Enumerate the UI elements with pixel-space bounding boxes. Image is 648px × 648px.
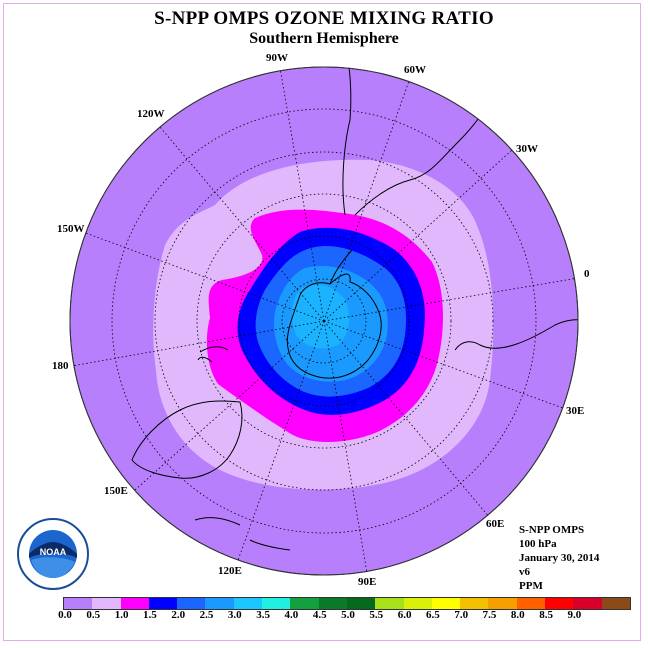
- colorbar-swatch: [516, 598, 546, 609]
- colorbar-swatch: [205, 598, 234, 609]
- info-date: January 30, 2014: [519, 552, 600, 564]
- noaa-logo-text: NOAA: [40, 547, 67, 557]
- colorbar-tick-label: 6.0: [397, 609, 412, 621]
- colorbar-ticks: 0.0 0.5 1.0 1.5 2.0 2.5 3.0 3.5 4.0 4.5 5.0 5.5 6.0 6…: [0, 609, 648, 625]
- colorbar-swatch: [488, 598, 517, 609]
- colorbar-tick-label: 6.5: [426, 609, 440, 621]
- graticule: [71, 67, 578, 574]
- lon-label-120e: 120E: [218, 565, 242, 577]
- colorbar-swatch: [545, 598, 574, 609]
- colorbar-tick-label: 7.5: [482, 609, 497, 621]
- colorbar-swatch: [601, 598, 630, 609]
- colorbar-tick-label: 4.0: [284, 609, 299, 621]
- colorbar-swatch: [431, 598, 461, 609]
- colorbar-tick-label: 5.0: [341, 609, 355, 621]
- ozone-contours: [153, 159, 494, 490]
- colorbar-swatch: [290, 598, 319, 609]
- info-version: v6: [519, 566, 530, 578]
- colorbar-swatch: [233, 598, 263, 609]
- lon-label-120w: 120W: [137, 108, 165, 120]
- info-block: S-NPP OMPS 100 hPa January 30, 2014 v6 P…: [519, 523, 599, 593]
- lon-label-30e: 30E: [566, 405, 585, 417]
- colorbar-swatch: [92, 598, 121, 609]
- lon-label-150w: 150W: [57, 223, 85, 235]
- colorbar-swatch: [403, 598, 432, 609]
- colorbar-tick-label: 2.5: [199, 609, 214, 621]
- colorbar-tick-label: 1.5: [143, 609, 157, 621]
- lon-label-180: 180: [52, 360, 69, 372]
- colorbar-tick-label: 8.0: [510, 609, 525, 621]
- lon-label-60e: 60E: [486, 518, 505, 530]
- colorbar-tick-label: 0.0: [58, 609, 72, 621]
- colorbar-tick-label: 9.0: [567, 609, 582, 621]
- colorbar-tick-label: 8.5: [539, 609, 553, 621]
- colorbar-tick-label: 2.0: [171, 609, 186, 621]
- colorbar: [63, 597, 631, 610]
- lon-label-30w: 30W: [516, 143, 538, 155]
- colorbar-tick-label: 5.5: [369, 609, 384, 621]
- lon-label-90w: 90W: [266, 52, 288, 64]
- africa-coast: [454, 319, 578, 351]
- colorbar-swatch: [375, 598, 404, 609]
- lon-label-60w: 60W: [404, 64, 426, 76]
- antarctica-coast: [286, 273, 382, 379]
- colorbar-swatch: [573, 598, 602, 609]
- antarctic-peninsula: [329, 249, 353, 285]
- lon-label-150e: 150E: [104, 485, 128, 497]
- colorbar-swatch: [346, 598, 376, 609]
- page-subtitle: Southern Hemisphere: [249, 30, 399, 47]
- info-level: 100 hPa: [519, 538, 557, 550]
- colorbar-tick-label: 3.5: [256, 609, 270, 621]
- map-frame: [3, 3, 641, 641]
- colorbar-swatch: [64, 598, 93, 609]
- colorbar-swatch: [318, 598, 347, 609]
- colorbar-tick-label: 0.5: [86, 609, 101, 621]
- australia-coast: [131, 400, 243, 479]
- colorbar-swatch: [460, 598, 489, 609]
- colorbar-tick-label: 1.0: [114, 609, 129, 621]
- info-instrument: S-NPP OMPS: [519, 524, 585, 536]
- lon-label-90e: 90E: [358, 576, 377, 588]
- colorbar-swatch: [262, 598, 291, 609]
- noaa-logo: NOAA: [17, 518, 89, 590]
- info-units: PPM: [519, 580, 543, 592]
- colorbar-swatch: [177, 598, 206, 609]
- colorbar-tick-label: 7.0: [454, 609, 469, 621]
- colorbar-swatch: [148, 598, 178, 609]
- new-zealand-coast: [197, 346, 229, 363]
- page-title: S-NPP OMPS OZONE MIXING RATIO: [154, 8, 494, 29]
- lon-label-0: 0: [584, 268, 590, 280]
- colorbar-tick-label: 4.5: [312, 609, 327, 621]
- indonesia-coast: [194, 517, 291, 551]
- colorbar-tick-label: 3.0: [227, 609, 242, 621]
- contour-3.0: [291, 284, 350, 349]
- colorbar-swatch: [120, 598, 149, 609]
